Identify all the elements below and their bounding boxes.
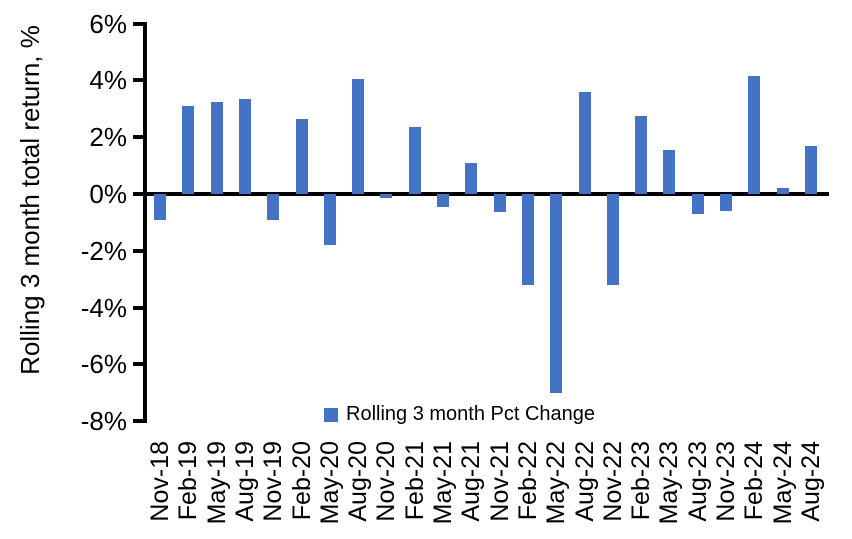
y-axis-tick [133,362,143,367]
bar [635,115,648,194]
y-tick-label: -2% [80,235,127,266]
bar [267,194,280,220]
y-axis-tick [133,305,143,310]
y-axis-tick [133,419,143,424]
bar [493,194,506,213]
bar [380,194,393,199]
x-tick-label: Feb-21 [400,441,429,521]
x-tick-label: Aug-19 [230,441,259,522]
y-tick-label: 6% [89,8,127,39]
x-tick-label: Feb-20 [287,441,316,521]
y-tick-label: -4% [80,292,127,323]
x-tick-label: Aug-21 [457,441,486,522]
y-axis-tick [133,78,143,83]
y-tick-label: 4% [89,65,127,96]
bar [804,145,817,194]
x-tick-label: Aug-22 [570,441,599,522]
x-axis-line [143,192,829,196]
bar [238,98,251,194]
x-tick-label: Nov-23 [712,441,740,522]
bar [663,149,676,194]
y-tick-label: -6% [80,349,127,380]
x-tick-label: Nov-22 [598,441,627,522]
x-tick-label: May-19 [202,441,231,525]
bar [323,194,336,246]
bar [521,194,534,285]
x-tick-label: Aug-20 [344,441,373,522]
y-tick-label: 0% [89,179,127,209]
y-axis-line [143,21,147,424]
legend-label: Rolling 3 month Pct Change [346,403,596,425]
x-tick-label: Feb-22 [513,441,542,521]
y-axis-tick [133,192,143,196]
y-axis-tick [133,21,143,26]
bar [776,188,789,194]
y-tick-label: 2% [89,122,127,153]
x-tick-label: May-20 [315,441,344,525]
bar [578,91,591,194]
bar [352,78,365,194]
x-tick-label: Feb-19 [174,441,203,521]
x-tick-label: May-24 [768,441,797,525]
x-tick-label: Feb-23 [627,441,656,521]
bar [606,194,619,285]
bar [720,194,732,212]
x-tick-label: May-22 [542,441,571,525]
x-tick-label: Nov-19 [259,441,288,522]
x-tick-label: Aug-23 [683,441,712,522]
x-tick-label: Aug-24 [796,441,825,522]
x-tick-label: Nov-21 [485,441,514,522]
bar [295,118,308,194]
bar [550,194,563,393]
x-tick-label: Feb-24 [740,441,769,521]
x-tick-label: Nov-18 [146,441,174,522]
bar [210,101,223,194]
y-axis-tick [133,248,143,253]
bar [465,162,478,194]
bar [408,127,421,194]
legend-swatch-icon [324,407,338,422]
bar [691,194,704,214]
bar [182,105,195,194]
x-tick-label: Nov-20 [372,441,401,522]
x-tick-label: May-23 [655,441,684,525]
legend: Rolling 3 month Pct Change [324,403,595,426]
y-axis-tick [133,135,143,140]
bar [748,76,761,194]
y-tick-label: -8% [80,406,127,437]
bar [437,194,449,207]
x-tick-label: May-21 [429,441,457,525]
bar [154,194,166,220]
